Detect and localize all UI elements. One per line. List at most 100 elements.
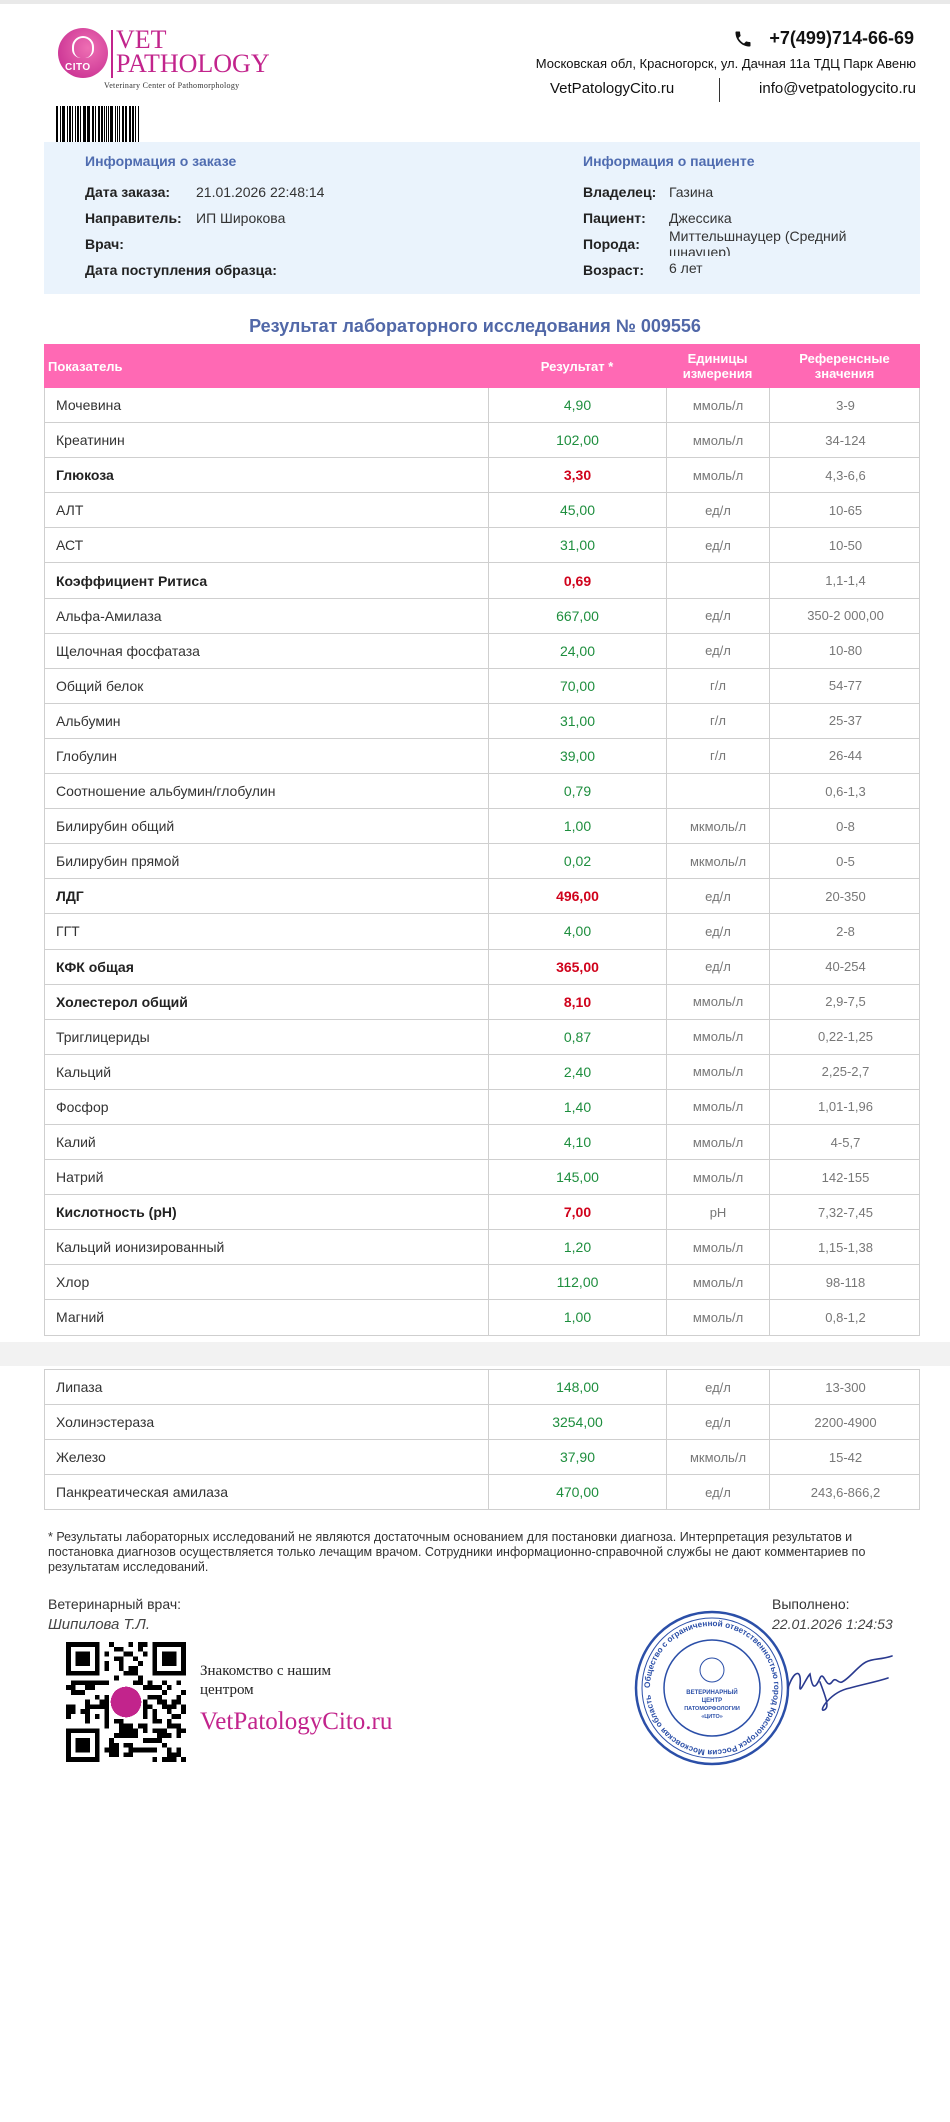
clinic-address: Московская обл, Красногорск, ул. Дачная …: [535, 56, 916, 71]
analyte-name: Липаза: [45, 1370, 489, 1405]
table-row: КФК общая 365,00 ед/л 40-254: [45, 949, 919, 985]
promo-site-link[interactable]: VetPatologyCito.ru: [200, 1708, 393, 1735]
unit-value: ммоль/л: [667, 1230, 770, 1265]
email-link[interactable]: info@vetpatologycito.ru: [759, 80, 916, 97]
patient-label: Пациент:: [583, 210, 646, 226]
unit-value: ммоль/л: [667, 1019, 770, 1054]
analyte-name: Магний: [45, 1300, 489, 1335]
reference-range: 20-350: [825, 888, 866, 904]
unit-value: ед/л: [667, 1475, 770, 1510]
analyte-name: Щелочная фосфатаза: [45, 633, 489, 668]
report-title: Результат лабораторного исследования № 0…: [249, 316, 701, 336]
unit-value: ммоль/л: [667, 984, 770, 1019]
table-row: Мочевина 4,90 ммоль/л 3-9: [45, 388, 919, 424]
reference-range: 2,9-7,5: [825, 994, 866, 1010]
header-divider: [719, 78, 720, 102]
col-header-unit-line2: измерения: [682, 366, 753, 381]
table-row: Щелочная фосфатаза 24,00 ед/л 10-80: [45, 633, 919, 669]
table-row: Кислотность (pH) 7,00 pH 7,32-7,45: [45, 1195, 919, 1231]
result-value: 4,90: [489, 388, 667, 423]
promo-text: Знакомство с нашим центром: [200, 1662, 331, 1700]
doctor-label: Врач:: [85, 236, 124, 252]
reference-range: 1,1-1,4: [825, 573, 866, 589]
result-value: 24,00: [489, 633, 667, 668]
age-label: Возраст:: [583, 262, 645, 278]
unit-value: [667, 563, 770, 598]
result-value: 3,30: [489, 458, 667, 493]
result-value: 496,00: [489, 879, 667, 914]
reference-range: 25-37: [828, 713, 863, 729]
table-row: Калий 4,10 ммоль/л 4-5,7: [45, 1124, 919, 1161]
table-row: Глюкоза 3,30 ммоль/л 4,3-6,6: [45, 458, 919, 494]
promo-line2: центром: [200, 1682, 254, 1698]
phone-number[interactable]: +7(499)714-66-69: [769, 28, 914, 48]
vet-name: Шипилова Т.Л.: [48, 1616, 151, 1633]
top-border: [0, 0, 950, 4]
result-value: 31,00: [489, 703, 667, 738]
qr-code[interactable]: [66, 1642, 186, 1762]
unit-value: ммоль/л: [667, 1160, 770, 1195]
results-table-body: Мочевина 4,90 ммоль/л 3-9 Креатинин 102,00 ммо…: [44, 388, 920, 1336]
analyte-name: Калий: [45, 1124, 489, 1160]
logo-text-pathology: PATHOLOGY: [116, 49, 270, 78]
reference-range: 98-118: [825, 1274, 866, 1290]
reference-range: 1,15-1,38: [818, 1239, 873, 1255]
reference-range: 1,01-1,96: [818, 1099, 873, 1115]
breed-value-line1: Миттельшнауцер (Средний: [669, 228, 847, 244]
analyte-name: Натрий: [45, 1160, 489, 1195]
table-row: Липаза 148,00 ед/л 13-300: [45, 1370, 919, 1406]
analyte-name: АСТ: [45, 528, 489, 563]
col-header-ref-line1: Референсные: [799, 351, 890, 366]
reference-range: 2,25-2,7: [821, 1064, 870, 1080]
table-row: Хлор 112,00 ммоль/л 98-118: [45, 1265, 919, 1301]
table-row: Билирубин прямой 0,02 мкмоль/л 0-5: [45, 844, 919, 880]
reference-range: 15-42: [828, 1449, 863, 1465]
reference-range: 13-300: [825, 1379, 866, 1395]
reference-range: 54-77: [828, 678, 863, 694]
clinic-stamp: Общество с ограниченной ответственностью…: [634, 1610, 790, 1766]
result-value: 31,00: [489, 528, 667, 563]
analyte-name: Холинэстераза: [45, 1405, 489, 1440]
age-value: 6 лет: [669, 260, 703, 276]
analyte-name: ЛДГ: [45, 879, 489, 914]
reference-range: 10-65: [828, 502, 863, 518]
analyte-name: Соотношение альбумин/глобулин: [45, 774, 489, 809]
result-value: 3254,00: [489, 1405, 667, 1440]
table-row: Билирубин общий 1,00 мкмоль/л 0-8: [45, 809, 919, 845]
analyte-name: Хлор: [45, 1265, 489, 1300]
analyte-name: Фосфор: [45, 1089, 489, 1124]
reference-range: 7,32-7,45: [818, 1204, 873, 1220]
unit-value: ед/л: [667, 1405, 770, 1440]
result-value: 148,00: [489, 1370, 667, 1405]
reference-range: 350-2 000,00: [807, 608, 884, 624]
table-row: Креатинин 102,00 ммоль/л 34-124: [45, 423, 919, 459]
table-row: Панкреатическая амилаза 470,00 ед/л 243,6-8…: [45, 1475, 919, 1511]
col-header-name: Показатель: [48, 358, 123, 374]
barcode: [56, 106, 140, 144]
analyte-name: Глюкоза: [45, 458, 489, 493]
unit-value: ед/л: [667, 528, 770, 563]
unit-value: ммоль/л: [667, 1300, 770, 1335]
results-table-body-page2: Липаза 148,00 ед/л 13-300 Холинэстераза 3254,…: [44, 1369, 920, 1511]
site-link[interactable]: VetPatologyCito.ru: [550, 80, 675, 97]
info-panel: Информация о заказе Дата заказа: 21.01.2…: [44, 142, 920, 294]
table-row: Фосфор 1,40 ммоль/л 1,01-1,96: [45, 1089, 919, 1125]
page-break: [0, 1342, 950, 1366]
unit-value: ммоль/л: [667, 1265, 770, 1300]
result-value: 1,00: [489, 809, 667, 844]
analyte-name: Кальций: [45, 1054, 489, 1089]
result-value: 0,02: [489, 844, 667, 879]
unit-value: ед/л: [667, 949, 770, 984]
unit-value: ед/л: [667, 914, 770, 949]
vet-signature: [787, 1655, 893, 1711]
result-value: 0,87: [489, 1019, 667, 1054]
table-row: Железо 37,90 мкмоль/л 15-42: [45, 1440, 919, 1476]
result-value: 4,10: [489, 1124, 667, 1160]
completed-label: Выполнено:: [772, 1596, 850, 1612]
svg-text:ПАТОМОРФОЛОГИИ: ПАТОМОРФОЛОГИИ: [684, 1706, 740, 1712]
breed-value-line2: шнауцер): [669, 244, 731, 256]
unit-value: мкмоль/л: [667, 844, 770, 879]
analyte-name: КФК общая: [45, 949, 489, 984]
result-value: 0,69: [489, 563, 667, 598]
analyte-name: Глобулин: [45, 738, 489, 774]
